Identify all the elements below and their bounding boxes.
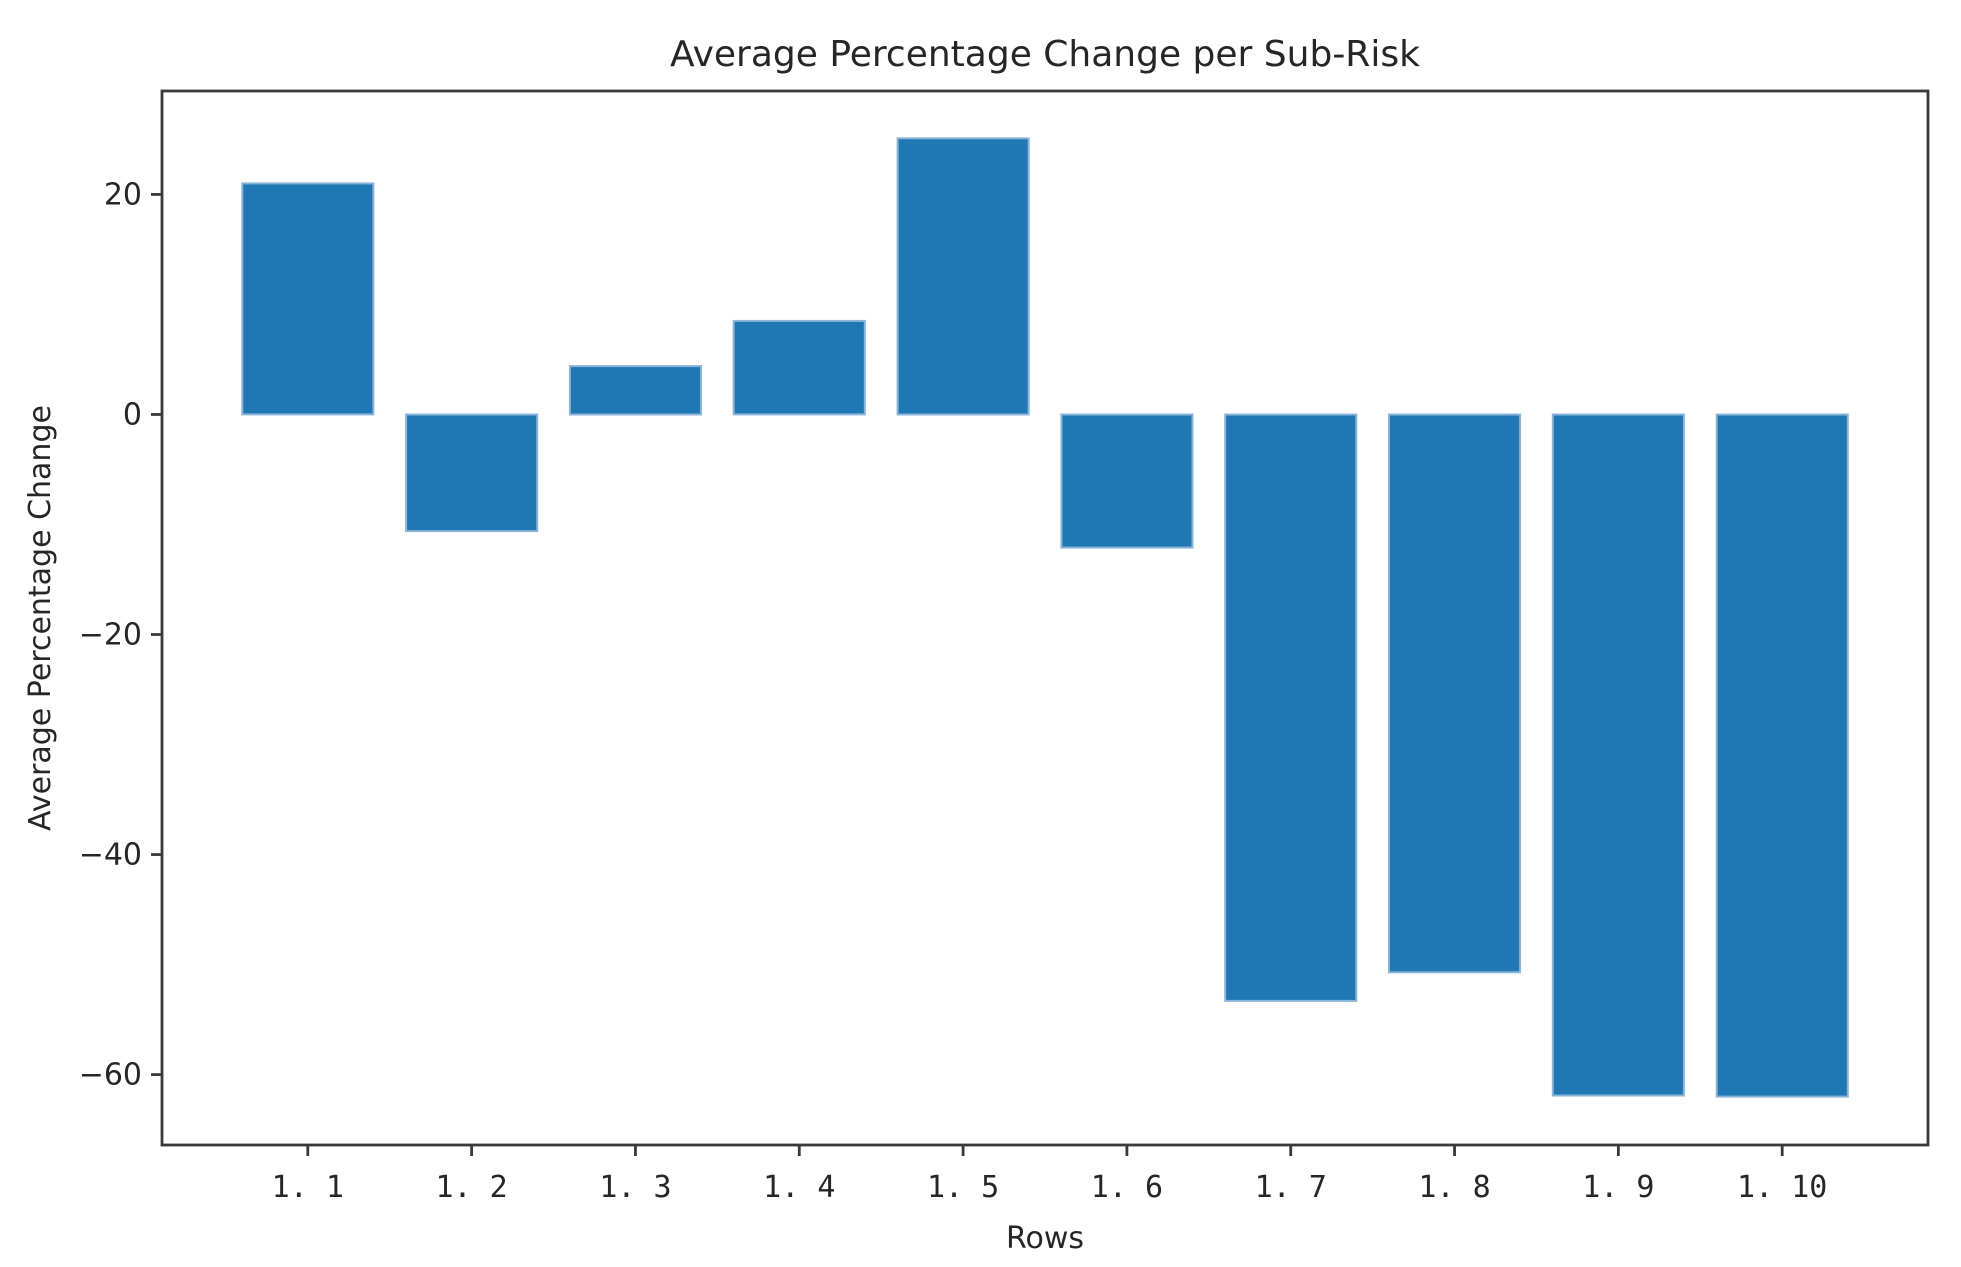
bar bbox=[1224, 413, 1358, 1002]
bar bbox=[1551, 413, 1685, 1097]
y-tick-label: 20 bbox=[104, 177, 142, 212]
bar bbox=[1715, 413, 1849, 1098]
bar bbox=[405, 413, 539, 533]
y-tick-label: 0 bbox=[123, 397, 142, 432]
x-axis-label: Rows bbox=[1006, 1221, 1084, 1256]
chart-title: Average Percentage Change per Sub-Risk bbox=[670, 34, 1420, 75]
x-tick-label: 1. 2 bbox=[435, 1170, 507, 1205]
bar bbox=[896, 137, 1030, 416]
y-tick-label: −60 bbox=[79, 1058, 142, 1093]
y-axis-label: Average Percentage Change bbox=[23, 405, 58, 831]
x-tick-label: 1. 10 bbox=[1737, 1170, 1827, 1205]
y-tick-label: −40 bbox=[79, 838, 142, 873]
x-tick-label: 1. 3 bbox=[599, 1170, 671, 1205]
bar bbox=[241, 182, 375, 416]
bar bbox=[1060, 413, 1194, 549]
y-tick-label: −20 bbox=[79, 618, 142, 653]
bar bbox=[732, 319, 866, 416]
x-tick-label: 1. 5 bbox=[927, 1170, 999, 1205]
bar bbox=[568, 365, 703, 416]
x-tick-label: 1. 6 bbox=[1091, 1170, 1163, 1205]
bar bbox=[1388, 413, 1522, 974]
x-tick-label: 1. 9 bbox=[1582, 1170, 1654, 1205]
plot-area: 20 0 −20 −40 −60 1. 1 1. 2 1. 3 1. 4 1. 5 1. 6 1. 7… bbox=[79, 89, 1930, 1205]
plot-frame bbox=[160, 89, 1930, 1147]
x-tick-label: 1. 4 bbox=[763, 1170, 835, 1205]
x-tick-label: 1. 1 bbox=[272, 1170, 344, 1205]
x-tick-label: 1. 7 bbox=[1255, 1170, 1327, 1205]
x-tick-label: 1. 8 bbox=[1418, 1170, 1490, 1205]
